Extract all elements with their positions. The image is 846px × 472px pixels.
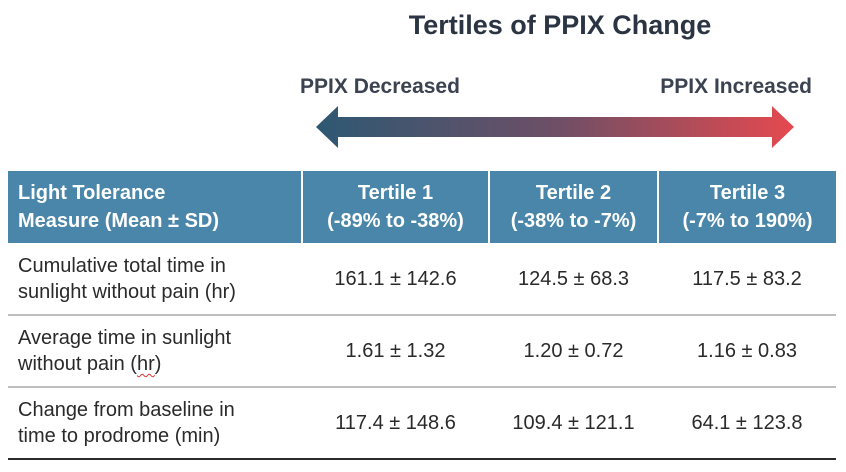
page-title: Tertiles of PPIX Change [300,8,820,42]
ppix-increased-label: PPIX Increased [660,75,812,98]
table-cell: 117.4 ± 148.6 [302,387,489,460]
row-label: Cumulative total time in sunlight without… [8,243,302,316]
table-cell: 1.61 ± 1.32 [302,315,489,388]
table-header-row: Light Tolerance Measure (Mean ± SD) Terti… [8,171,836,243]
table-cell: 64.1 ± 123.8 [658,387,836,460]
table-row: Change from baseline in time to prodrome … [8,387,836,460]
title-part-tertiles: Tertiles [408,10,503,40]
title-part-ppix-change: of PPIX Change [502,10,712,40]
spellcheck-word: hr [136,353,155,375]
row-label: Change from baseline in time to prodrome … [8,387,302,460]
table-row: Average time in sunlight without pain (hr… [8,315,836,388]
table-cell: 124.5 ± 68.3 [489,243,658,316]
table-row: Cumulative total time in sunlight without… [8,243,836,316]
light-tolerance-table: Light Tolerance Measure (Mean ± SD) Terti… [8,171,836,460]
row-label: Average time in sunlight without pain (hr… [8,315,302,388]
arrow-shape [316,106,794,148]
header-tertile-3: Tertile 3 (-7% to 190%) [657,171,836,243]
header-tertile-1: Tertile 1 (-89% to -38%) [301,171,489,243]
table-cell: 117.5 ± 83.2 [658,243,836,316]
table-cell: 1.16 ± 0.83 [658,315,836,388]
ppix-decreased-label: PPIX Decreased [300,75,460,98]
table-cell: 109.4 ± 121.1 [489,387,658,460]
table-cell: 161.1 ± 142.6 [302,243,489,316]
header-measure: Light Tolerance Measure (Mean ± SD) [8,171,302,243]
table-cell: 1.20 ± 0.72 [489,315,658,388]
double-arrow-icon [316,106,794,148]
header-tertile-2: Tertile 2 (-38% to -7%) [488,171,658,243]
